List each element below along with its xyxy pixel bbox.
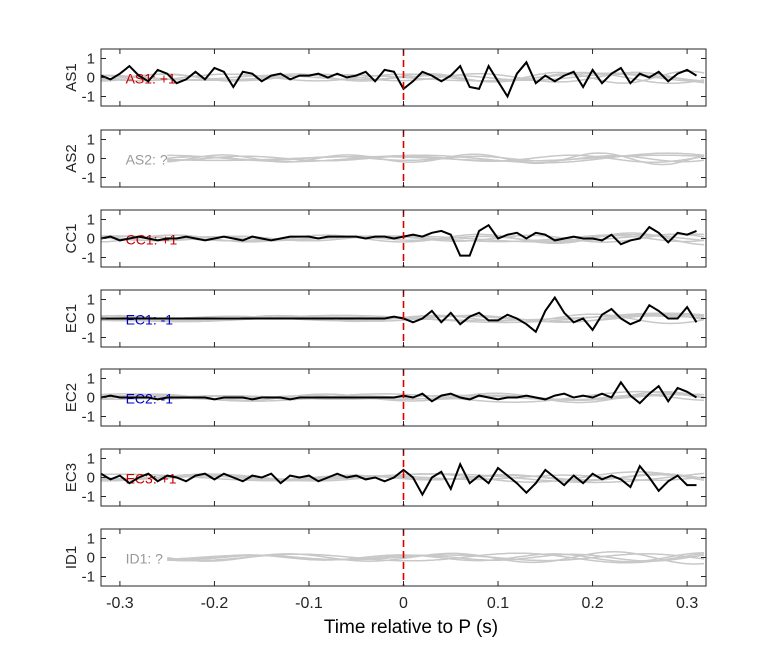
background-traces — [101, 232, 705, 246]
background-traces — [167, 551, 705, 565]
station-trace — [101, 461, 697, 497]
station-label: AS2 — [63, 144, 80, 172]
station-label: AS1 — [63, 63, 80, 91]
x-tick-label: -0.2 — [201, 595, 229, 612]
y-tick-label: 0 — [87, 470, 95, 487]
y-tick-label: 1 — [87, 531, 95, 548]
y-tick-label: 1 — [87, 212, 95, 229]
background-trace — [101, 393, 705, 401]
x-tick-label: 0 — [399, 595, 408, 612]
x-tick-label: -0.1 — [295, 595, 323, 612]
y-tick-label: 1 — [87, 451, 95, 468]
y-tick-label: 0 — [87, 231, 95, 248]
x-axis-label: Time relative to P (s) — [324, 617, 498, 638]
background-trace — [101, 313, 705, 323]
y-tick-label: 1 — [87, 51, 95, 68]
station-annotation: EC3: +1 — [126, 471, 177, 487]
y-tick-label: 0 — [87, 151, 95, 168]
y-tick-label: 0 — [87, 311, 95, 328]
x-tick-label: 0.2 — [581, 595, 603, 612]
station-trace — [101, 380, 698, 405]
x-tick-label: 0.3 — [676, 595, 698, 612]
background-trace — [101, 472, 705, 484]
station-label: EC2 — [63, 383, 80, 412]
y-tick-label: -1 — [82, 569, 95, 586]
background-trace — [101, 232, 705, 246]
station-annotation: ID1: ? — [126, 551, 164, 567]
station-label: ID1 — [63, 546, 80, 569]
x-tick-label: 0.1 — [487, 595, 509, 612]
station-annotation: AS2: ? — [126, 152, 168, 168]
y-tick-label: 1 — [87, 292, 95, 309]
background-trace — [101, 72, 705, 82]
y-tick-label: -1 — [82, 250, 95, 267]
background-trace — [167, 154, 705, 164]
station-trace — [101, 60, 698, 99]
station-label: CC1 — [63, 223, 80, 253]
background-trace — [167, 152, 705, 166]
y-tick-label: -1 — [82, 170, 95, 187]
station-label: EC1 — [63, 304, 80, 333]
y-tick-label: 0 — [87, 70, 95, 87]
station-trace — [101, 223, 697, 257]
background-trace — [167, 551, 705, 565]
x-axis: -0.3 -0.2 -0.1 0 0.1 0.2 0.3 — [106, 595, 698, 612]
background-trace — [167, 152, 705, 164]
y-tick-label: 1 — [87, 132, 95, 149]
y-tick-label: -1 — [82, 489, 95, 506]
background-traces — [167, 152, 705, 166]
y-tick-label: 1 — [87, 371, 95, 388]
y-tick-label: 0 — [87, 390, 95, 407]
y-tick-label: 0 — [87, 550, 95, 567]
x-tick-label: -0.3 — [106, 595, 134, 612]
y-tick-label: -1 — [82, 89, 95, 106]
y-tick-label: -1 — [82, 409, 95, 426]
station-trace — [101, 295, 698, 334]
background-trace — [167, 553, 705, 562]
station-label: EC3 — [63, 463, 80, 492]
y-tick-label: -1 — [82, 330, 95, 347]
